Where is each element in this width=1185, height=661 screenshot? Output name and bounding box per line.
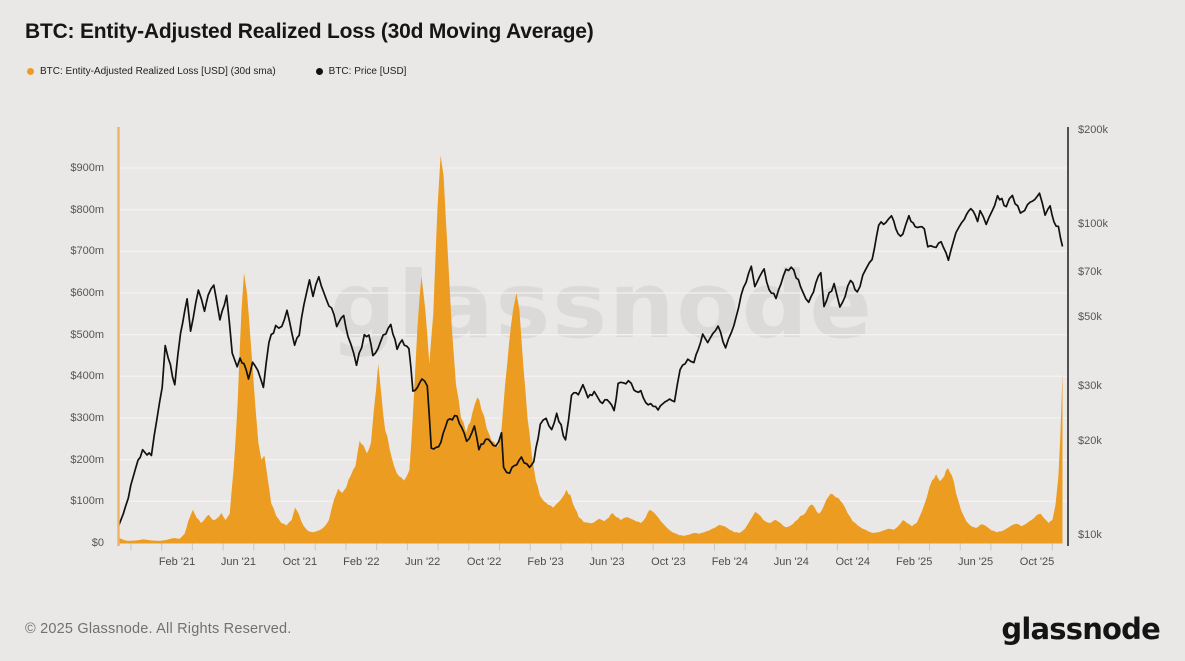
page-title: BTC: Entity-Adjusted Realized Loss (30d … bbox=[25, 20, 594, 43]
x-axis-label: Jun '23 bbox=[589, 556, 625, 568]
y-right-label: $200k bbox=[1078, 124, 1108, 136]
legend-item-realized-loss[interactable]: BTC: Entity-Adjusted Realized Loss [USD]… bbox=[27, 66, 276, 77]
x-axis-label: Feb '22 bbox=[343, 556, 380, 568]
x-axis-label: Jun '25 bbox=[958, 556, 994, 568]
y-left-label: $300m bbox=[70, 412, 104, 424]
y-right-label: $30k bbox=[1078, 380, 1102, 393]
y-right-label: $10k bbox=[1078, 529, 1102, 541]
y-left-label: $600m bbox=[70, 287, 104, 299]
legend-label: BTC: Entity-Adjusted Realized Loss [USD]… bbox=[40, 66, 276, 77]
y-right-label: $70k bbox=[1078, 265, 1102, 278]
y-left-label: $200m bbox=[70, 453, 104, 466]
x-axis-label: Feb '23 bbox=[527, 556, 564, 568]
y-right-label: $20k bbox=[1078, 435, 1102, 448]
y-left-label: $100m bbox=[70, 495, 104, 508]
legend-label: BTC: Price [USD] bbox=[328, 66, 407, 77]
x-axis-label: Feb '25 bbox=[895, 556, 933, 568]
x-axis-label: Oct '24 bbox=[835, 556, 870, 568]
copyright-text: © 2025 Glassnode. All Rights Reserved. bbox=[25, 621, 292, 637]
y-left-label: $800m bbox=[70, 203, 104, 216]
legend-item-price[interactable]: BTC: Price [USD] bbox=[315, 66, 407, 77]
btc-price-line bbox=[117, 192, 1064, 528]
y-left-label: $0 bbox=[91, 537, 104, 549]
x-axis-label: Oct '25 bbox=[1019, 556, 1055, 568]
x-axis-label: Oct '22 bbox=[466, 556, 502, 568]
x-axis-label: Feb '21 bbox=[158, 556, 196, 568]
y-left-label: $500m bbox=[70, 328, 104, 341]
x-axis-label: Oct '21 bbox=[282, 556, 318, 568]
legend-dot bbox=[315, 68, 323, 75]
y-left-label: $900m bbox=[70, 162, 104, 174]
x-axis-label: Feb '24 bbox=[711, 556, 749, 568]
chart-legend: BTC: Entity-Adjusted Realized Loss [USD]… bbox=[27, 66, 406, 77]
y-left-label: $400m bbox=[70, 370, 104, 383]
y-right-label: $50k bbox=[1078, 311, 1102, 324]
legend-dot bbox=[27, 68, 34, 75]
x-axis-label: Jun '24 bbox=[773, 556, 809, 568]
glassnode-logo: glassnode bbox=[1001, 612, 1160, 646]
y-left-label: $700m bbox=[70, 245, 104, 258]
x-axis-label: Oct '23 bbox=[651, 556, 686, 568]
x-axis-label: Jun '21 bbox=[220, 556, 257, 568]
y-right-label: $100k bbox=[1078, 217, 1108, 230]
realized-loss-area bbox=[118, 155, 1063, 544]
x-axis-label: Jun '22 bbox=[405, 556, 441, 568]
